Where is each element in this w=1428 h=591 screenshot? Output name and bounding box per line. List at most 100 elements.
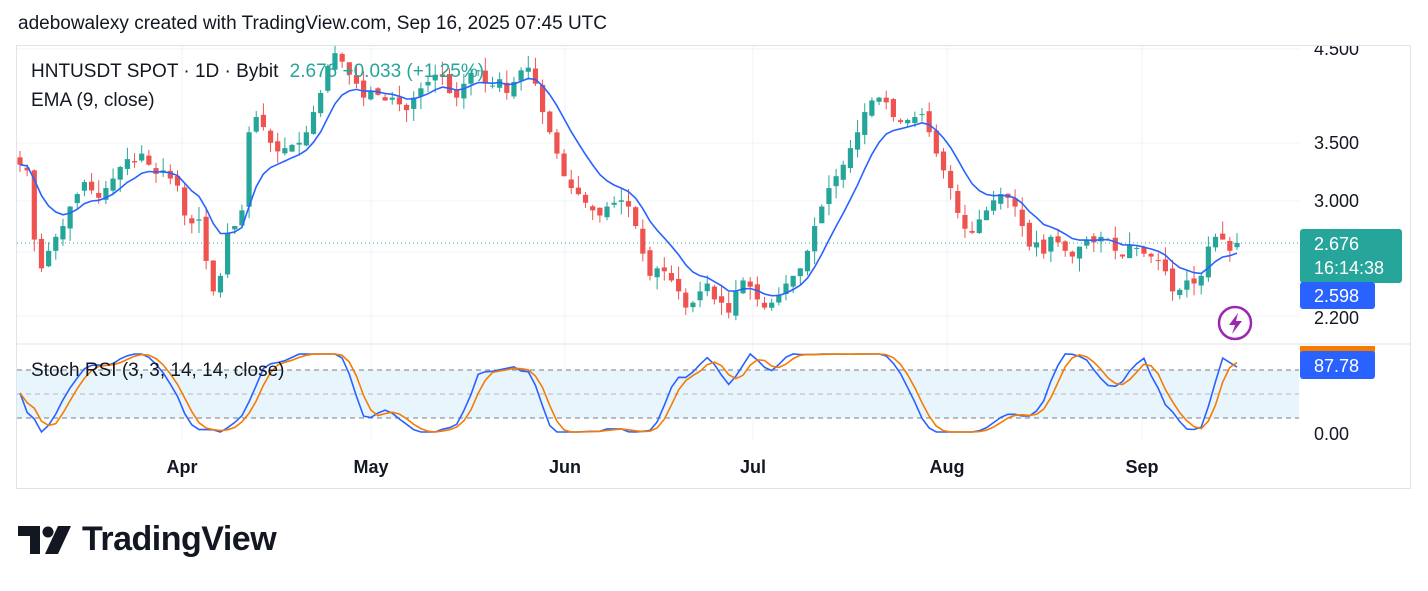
candle-body bbox=[310, 112, 317, 134]
candle-body bbox=[1076, 246, 1083, 259]
tradingview-logo[interactable]: TradingView bbox=[18, 520, 277, 559]
candle-body bbox=[1169, 268, 1176, 292]
candle-body bbox=[468, 72, 474, 84]
ema-badge-value: 2.598 bbox=[1314, 286, 1359, 306]
candle-body bbox=[353, 75, 360, 84]
candle-body bbox=[704, 283, 710, 292]
candle-body bbox=[676, 278, 682, 292]
candle-body bbox=[17, 157, 23, 165]
candle-body bbox=[1119, 254, 1126, 257]
candle-body bbox=[182, 187, 188, 216]
candle-body bbox=[189, 218, 195, 224]
candle-body bbox=[797, 268, 803, 277]
price-badge-value: 2.676 bbox=[1314, 234, 1359, 254]
candle-body bbox=[1012, 198, 1018, 207]
candle-body bbox=[389, 97, 395, 100]
symbol-label: HNTUSDT SPOT · 1D · Bybit bbox=[31, 61, 279, 82]
candle-body bbox=[1048, 236, 1054, 252]
candle-body bbox=[96, 192, 102, 198]
candle-body bbox=[847, 148, 854, 168]
candle-body bbox=[282, 148, 288, 154]
candle-body bbox=[718, 296, 725, 303]
candle-body bbox=[833, 176, 839, 187]
ema-legend[interactable]: EMA (9, close) bbox=[31, 90, 155, 111]
candle-body bbox=[890, 99, 896, 118]
candle-body bbox=[969, 230, 975, 233]
candle-body bbox=[1227, 240, 1233, 251]
candle-body bbox=[804, 250, 811, 272]
candle-body bbox=[117, 166, 123, 180]
candle-body bbox=[174, 176, 181, 186]
candle-body bbox=[504, 82, 510, 93]
candle-body bbox=[625, 201, 632, 207]
candle-body bbox=[862, 112, 868, 135]
candle-body bbox=[454, 89, 460, 98]
candle-body bbox=[962, 214, 968, 229]
candle-body bbox=[547, 111, 553, 133]
time-label: Apr bbox=[167, 457, 198, 477]
time-label: Jun bbox=[549, 457, 581, 477]
candle-body bbox=[439, 74, 445, 77]
stoch-legend[interactable]: Stoch RSI (3, 3, 14, 14, close) bbox=[31, 360, 285, 381]
candle-body bbox=[46, 250, 52, 267]
candle-body bbox=[1162, 259, 1169, 272]
candle-body bbox=[1177, 289, 1183, 296]
candle-body bbox=[1184, 280, 1190, 290]
candle-body bbox=[361, 80, 367, 98]
candle-body bbox=[88, 181, 95, 191]
ema-line bbox=[19, 77, 1238, 297]
chart-caption: adebowalexy created with TradingView.com… bbox=[18, 13, 607, 34]
symbol-legend[interactable]: HNTUSDT SPOT · 1D · Bybit 2.676 +0.033 (… bbox=[31, 61, 484, 83]
candle-body bbox=[497, 79, 503, 88]
candle-body bbox=[604, 206, 610, 218]
candle-body bbox=[640, 228, 646, 254]
candle-body bbox=[24, 167, 30, 171]
tradingview-logo-icon bbox=[18, 525, 71, 554]
lightning-icon[interactable] bbox=[1217, 305, 1253, 341]
stoch-d-marker bbox=[1300, 346, 1375, 354]
time-label: Sep bbox=[1125, 457, 1158, 477]
candle-body bbox=[883, 97, 889, 103]
candle-body bbox=[31, 170, 37, 240]
candle-body bbox=[368, 91, 374, 100]
candle-body bbox=[60, 226, 66, 240]
candle-body bbox=[131, 161, 138, 163]
candle-body bbox=[740, 280, 746, 294]
candle-body bbox=[1141, 247, 1147, 254]
chart-frame[interactable]: 4.500 3.500 3.000 2.200 0.00 Apr May Jun… bbox=[16, 45, 1411, 489]
price-tick: 3.000 bbox=[1314, 191, 1359, 211]
candle-body bbox=[998, 194, 1004, 204]
candle-body bbox=[124, 159, 130, 169]
candle-body bbox=[940, 151, 947, 171]
candle-body bbox=[167, 170, 173, 179]
candle-body bbox=[482, 70, 488, 84]
candle-body bbox=[1069, 251, 1075, 257]
candle-body bbox=[275, 141, 281, 152]
candle-body bbox=[711, 286, 718, 300]
candle-body bbox=[260, 114, 266, 128]
candle-body bbox=[1026, 222, 1032, 247]
candle-body bbox=[955, 190, 961, 213]
candle-body bbox=[1055, 236, 1061, 243]
candle-body bbox=[611, 202, 617, 205]
candle-body bbox=[761, 302, 768, 308]
candle-body bbox=[81, 182, 88, 191]
candle-body bbox=[926, 111, 932, 133]
candle-body bbox=[346, 62, 352, 75]
candles bbox=[17, 46, 1240, 321]
candle-body bbox=[396, 97, 403, 105]
candle-body bbox=[1234, 242, 1240, 248]
stoch-tick: 0.00 bbox=[1314, 424, 1349, 444]
candle-body bbox=[933, 130, 939, 154]
candle-body bbox=[425, 81, 431, 86]
candle-body bbox=[654, 268, 660, 278]
candle-body bbox=[905, 120, 911, 124]
candle-body bbox=[232, 226, 238, 230]
candle-body bbox=[869, 100, 875, 116]
candle-body bbox=[618, 200, 624, 202]
time-label: Aug bbox=[930, 457, 965, 477]
candle-body bbox=[840, 164, 846, 180]
candle-body bbox=[1127, 245, 1133, 259]
price-chart[interactable]: 4.500 3.500 3.000 2.200 0.00 Apr May Jun… bbox=[17, 46, 1410, 488]
candle-body bbox=[876, 97, 882, 102]
